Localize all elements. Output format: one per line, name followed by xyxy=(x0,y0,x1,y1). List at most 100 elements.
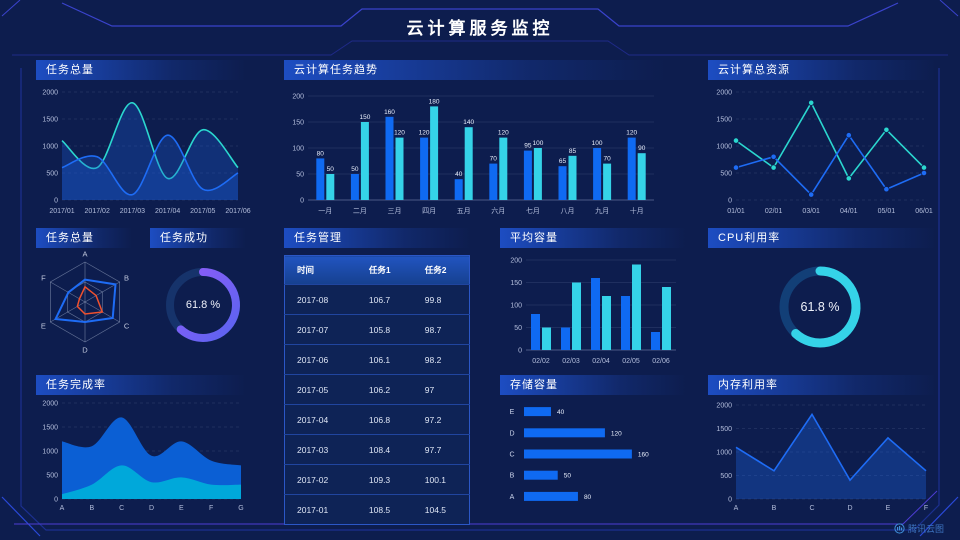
svg-text:140: 140 xyxy=(463,119,474,126)
table-cell: 109.3 xyxy=(356,464,413,495)
svg-text:五月: 五月 xyxy=(457,207,471,215)
svg-text:100: 100 xyxy=(292,146,304,153)
panel-header-cpu-utilization: CPU利用率 xyxy=(708,228,936,248)
svg-text:0: 0 xyxy=(300,198,304,205)
svg-text:C: C xyxy=(509,452,514,459)
svg-text:02/03: 02/03 xyxy=(562,358,580,365)
svg-text:八月: 八月 xyxy=(561,207,575,215)
table-cell: 100.1 xyxy=(412,464,470,495)
svg-text:六月: 六月 xyxy=(491,206,505,215)
task-total-radar-chart: A B C D E F xyxy=(41,250,130,355)
table-header-row: 时间 任务1 任务2 xyxy=(284,255,470,285)
svg-text:200: 200 xyxy=(510,258,522,265)
svg-text:2000: 2000 xyxy=(716,403,732,410)
svg-text:2017/03: 2017/03 xyxy=(120,208,145,215)
table-cell: 97.2 xyxy=(412,404,470,435)
svg-text:D: D xyxy=(847,505,852,512)
table-cell: 98.2 xyxy=(412,344,470,375)
svg-text:70: 70 xyxy=(603,156,611,163)
svg-text:E: E xyxy=(886,505,891,512)
table-cell: 106.1 xyxy=(356,344,413,375)
svg-text:一月: 一月 xyxy=(318,207,332,215)
panel-task-success: 任务成功 61.8 % xyxy=(150,228,246,366)
average-capacity-bar-chart: 0 50 100 150 200 02/02 02/03 02/04 02/05 02/06 xyxy=(510,258,676,365)
svg-text:02/04: 02/04 xyxy=(592,358,610,365)
svg-text:D: D xyxy=(82,346,88,355)
task-table: 时间 任务1 任务2 2017-08 106.7 99.8 2017-07 105.8 98.… xyxy=(284,255,470,525)
svg-text:120: 120 xyxy=(419,130,430,137)
task-table-body: 2017-08 106.7 99.8 2017-07 105.8 98.7 2017-06 1… xyxy=(284,284,470,525)
svg-text:E: E xyxy=(41,322,46,331)
svg-text:160: 160 xyxy=(384,109,395,116)
svg-text:C: C xyxy=(119,505,124,512)
cpu-utilization-donut-chart xyxy=(779,266,861,348)
svg-text:160: 160 xyxy=(638,452,649,459)
panel-header-total-resources: 云计算总资源 xyxy=(708,60,936,80)
table-row: 2017-04 106.8 97.2 xyxy=(284,404,470,435)
svg-text:1500: 1500 xyxy=(42,425,58,432)
panel-task-completion: 任务完成率 0 500 1000 1500 2000 A B C D E F G xyxy=(36,375,246,513)
total-resources-line-chart: 0 500 1000 1500 2000 01/01 02/01 03/01 04/01 05/0… xyxy=(716,90,932,216)
task-total-line-chart: 0 500 1000 1500 2000 2017/01 2017/02 2017/03 201… xyxy=(42,90,250,216)
panel-header-average-capacity: 平均容量 xyxy=(500,228,686,248)
svg-text:七月: 七月 xyxy=(526,206,540,215)
svg-text:E: E xyxy=(179,505,184,512)
watermark: 腾讯云图 xyxy=(894,522,944,535)
table-row: 2017-08 106.7 99.8 xyxy=(284,284,470,315)
table-cell: 2017-03 xyxy=(284,434,357,465)
table-cell: 2017-01 xyxy=(284,494,357,525)
panel-header-task-trend: 云计算任务趋势 xyxy=(284,60,666,80)
svg-text:120: 120 xyxy=(626,130,637,137)
table-cell: 108.4 xyxy=(356,434,413,465)
svg-text:2000: 2000 xyxy=(42,401,58,408)
svg-text:02/01: 02/01 xyxy=(765,208,783,215)
svg-text:G: G xyxy=(238,505,243,512)
svg-text:B: B xyxy=(510,473,515,480)
svg-text:2017/01: 2017/01 xyxy=(49,208,74,215)
panel-task-management: 任务管理 时间 任务1 任务2 2017-08 106.7 99.8 2017-07 105… xyxy=(284,228,470,525)
svg-text:0: 0 xyxy=(728,198,732,205)
svg-text:B: B xyxy=(772,505,777,512)
svg-text:A: A xyxy=(60,505,65,512)
svg-text:50: 50 xyxy=(296,172,304,179)
watermark-label: 腾讯云图 xyxy=(907,524,944,534)
panel-header-storage-capacity: 存储容量 xyxy=(500,375,686,395)
svg-text:50: 50 xyxy=(351,166,359,173)
svg-text:三月: 三月 xyxy=(388,207,402,215)
svg-text:C: C xyxy=(124,322,130,331)
svg-text:F: F xyxy=(924,505,928,512)
svg-text:70: 70 xyxy=(490,156,498,163)
table-cell: 98.7 xyxy=(412,314,470,345)
svg-text:二月: 二月 xyxy=(353,207,367,215)
svg-text:04/01: 04/01 xyxy=(840,208,858,215)
table-cell: 106.2 xyxy=(356,374,413,405)
table-cell: 2017-02 xyxy=(284,464,357,495)
svg-text:2017/06: 2017/06 xyxy=(225,208,250,215)
svg-text:120: 120 xyxy=(498,130,509,137)
table-row: 2017-01 108.5 104.5 xyxy=(284,494,470,525)
panel-average-capacity: 平均容量 0 50 100 150 200 02/02 02/03 02/04 02/05 02/… xyxy=(500,228,686,366)
svg-text:150: 150 xyxy=(510,280,522,287)
svg-text:95: 95 xyxy=(524,143,532,150)
svg-text:150: 150 xyxy=(292,120,304,127)
panel-header-task-management: 任务管理 xyxy=(284,228,470,248)
svg-text:85: 85 xyxy=(569,148,577,155)
table-cell: 97.7 xyxy=(412,434,470,465)
svg-text:0: 0 xyxy=(54,198,58,205)
svg-text:50: 50 xyxy=(564,473,572,480)
svg-text:0: 0 xyxy=(518,348,522,355)
table-cell: 2017-07 xyxy=(284,314,357,345)
svg-text:50: 50 xyxy=(514,325,522,332)
svg-text:500: 500 xyxy=(720,171,732,178)
svg-text:02/02: 02/02 xyxy=(532,358,550,365)
svg-text:0: 0 xyxy=(728,497,732,504)
svg-text:120: 120 xyxy=(394,130,405,137)
table-row: 2017-06 106.1 98.2 xyxy=(284,344,470,375)
svg-text:1000: 1000 xyxy=(42,449,58,456)
table-cell: 97 xyxy=(412,374,470,405)
panel-header-task-total-radar: 任务总量 xyxy=(36,228,132,248)
table-row: 2017-07 105.8 98.7 xyxy=(284,314,470,345)
table-row: 2017-03 108.4 97.7 xyxy=(284,434,470,465)
svg-text:2017/02: 2017/02 xyxy=(85,208,110,215)
svg-text:65: 65 xyxy=(559,158,567,165)
